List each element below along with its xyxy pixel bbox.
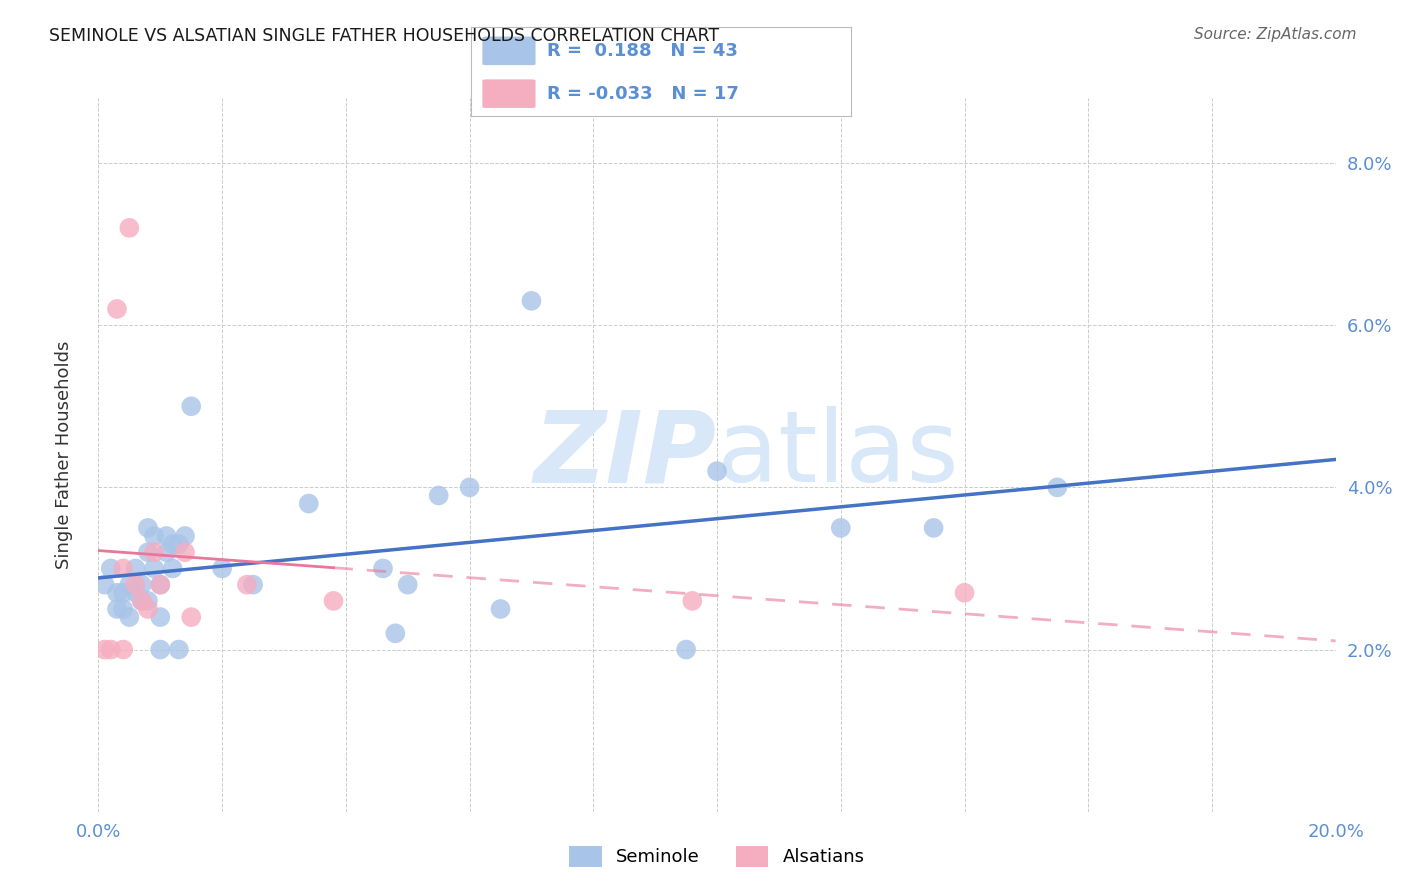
Point (155, 529, 177, 543)
Point (124, 577, 146, 591)
Point (149, 610, 172, 624)
Point (136, 594, 159, 608)
Point (681, 594, 703, 608)
Point (384, 626, 406, 640)
Point (458, 480, 481, 494)
Point (675, 642, 697, 657)
Point (242, 577, 264, 591)
Point (520, 293, 543, 308)
Point (162, 537, 184, 551)
Point (136, 521, 159, 535)
Point (93, 577, 115, 591)
Point (100, 642, 122, 657)
Point (136, 602, 159, 616)
Point (830, 521, 852, 535)
Point (136, 545, 159, 559)
Point (149, 577, 172, 591)
Point (298, 497, 321, 511)
Point (174, 529, 197, 543)
Point (167, 537, 190, 551)
Point (396, 577, 419, 591)
Point (149, 577, 172, 591)
Point (162, 561, 184, 575)
Point (124, 586, 146, 600)
Point (180, 399, 202, 413)
Point (489, 602, 512, 616)
Legend: Seminole, Alsatians: Seminole, Alsatians (562, 838, 872, 874)
Point (922, 521, 945, 535)
Text: R =  0.188   N = 43: R = 0.188 N = 43 (547, 42, 738, 60)
Point (706, 464, 728, 478)
Point (118, 610, 141, 624)
Point (93, 642, 115, 657)
Point (131, 594, 153, 608)
Point (149, 642, 172, 657)
Point (112, 602, 135, 616)
Y-axis label: Single Father Households: Single Father Households (55, 341, 73, 569)
Point (118, 220, 141, 235)
Point (427, 488, 450, 502)
Point (143, 561, 166, 575)
Point (211, 561, 233, 575)
Point (105, 301, 128, 316)
Text: atlas: atlas (717, 407, 959, 503)
Point (105, 586, 128, 600)
Point (131, 594, 153, 608)
Point (112, 586, 135, 600)
Point (100, 561, 122, 575)
Point (167, 642, 190, 657)
Point (155, 545, 177, 559)
Point (143, 529, 166, 543)
Point (131, 577, 153, 591)
FancyBboxPatch shape (482, 79, 536, 108)
Point (322, 594, 344, 608)
Point (112, 642, 135, 657)
Point (236, 577, 259, 591)
FancyBboxPatch shape (482, 37, 536, 65)
Point (118, 577, 141, 591)
Point (112, 561, 135, 575)
Point (953, 586, 976, 600)
Point (180, 610, 202, 624)
Point (124, 561, 146, 575)
Point (371, 561, 394, 575)
Point (105, 602, 128, 616)
Text: SEMINOLE VS ALSATIAN SINGLE FATHER HOUSEHOLDS CORRELATION CHART: SEMINOLE VS ALSATIAN SINGLE FATHER HOUSE… (49, 27, 720, 45)
Point (1046, 480, 1069, 494)
Point (174, 545, 197, 559)
Text: R = -0.033   N = 17: R = -0.033 N = 17 (547, 85, 738, 103)
Text: ZIP: ZIP (534, 407, 717, 503)
Text: Source: ZipAtlas.com: Source: ZipAtlas.com (1194, 27, 1357, 42)
Point (143, 545, 166, 559)
